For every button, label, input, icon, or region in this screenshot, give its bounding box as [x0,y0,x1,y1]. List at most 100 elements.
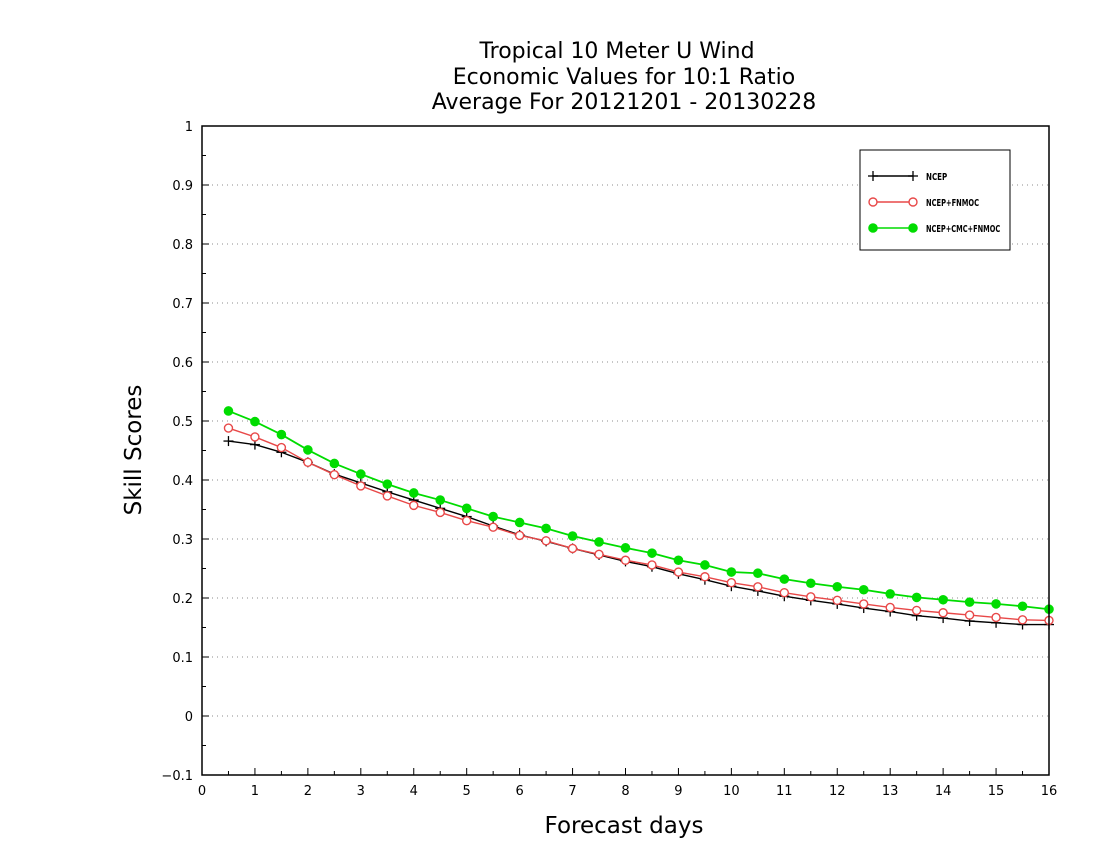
y-tick-label: 0.9 [172,179,193,194]
data-point [356,481,366,491]
data-point [885,602,895,613]
data-point [753,582,763,592]
legend: NCEP NCEP+FNMOC NCEP+CMC+FNMOC [859,149,1011,251]
legend-marker [868,197,878,207]
data-point [753,568,763,579]
x-tick-label: 6 [515,784,523,799]
data-point [858,584,869,595]
data-point [435,495,446,505]
data-point [779,587,790,598]
data-point [329,469,340,480]
data-point [938,608,948,618]
x-tick-label: 15 [988,784,1005,799]
legend-items: NCEP NCEP+FNMOC NCEP+CMC+FNMOC [868,171,1000,235]
data-point [700,572,710,582]
data-point [567,531,578,541]
x-tick-label: 7 [568,784,576,799]
data-point [991,612,1001,623]
plot-frame [201,125,1050,776]
data-point [594,549,604,560]
data-point [408,488,419,498]
x-tick-label: 14 [935,784,952,799]
y-tick-label: 0.1 [172,651,193,666]
x-tick-label: 11 [776,784,793,799]
legend-item: NCEP+CMC+FNMOC [868,223,1000,235]
data-point [1017,601,1028,612]
data-point [461,503,472,514]
y-tick-label: −0.1 [161,769,193,784]
y-tick-label: 0.5 [172,415,193,430]
data-point [329,458,340,469]
data-point [911,592,922,603]
legend-marker [908,197,918,207]
data-point [805,578,816,589]
data-point [806,592,816,602]
x-tick-label: 9 [674,784,682,799]
data-point [726,567,737,577]
x-tick-label: 1 [251,784,259,799]
x-tick-label: 10 [723,784,740,799]
data-point [435,507,445,518]
data-point [409,500,419,511]
x-axis-label: Forecast days [545,813,704,839]
data-point [567,543,578,554]
series-ncep-cmc-fnmoc [223,406,1054,615]
data-point [303,457,313,467]
x-tick-label: 2 [304,784,312,799]
y-axis-ticks: −0.1 0 0.1 0.2 0.3 0.4 0.5 0.6 0.7 0.8 0.9 1 [161,120,209,784]
legend-marker [908,223,918,233]
data-point [382,491,392,501]
legend-marker [908,171,918,181]
data-point [964,610,975,620]
data-point [382,479,393,489]
legend-marker [868,223,878,233]
y-tick-label: 0.4 [172,474,193,489]
y-axis-label: Skill Scores [121,385,147,516]
legend-label: NCEP+CMC+FNMOC [926,224,1000,235]
data-point [250,432,260,442]
data-point [620,543,631,553]
x-tick-label: 16 [1041,784,1058,799]
x-tick-label: 0 [198,784,206,799]
data-point [1017,615,1028,625]
legend-box [859,149,1011,251]
chart-title-line-2: Economic Values for 10:1 Ratio [453,65,795,90]
y-tick-label: 0 [185,710,193,725]
chart-title-line-3: Average For 20121201 - 20130228 [432,90,817,115]
data-point [991,599,1001,609]
data-point [303,445,313,455]
data-point [276,442,287,453]
data-point [488,522,498,532]
legend-item: NCEP [868,171,948,183]
data-point [514,530,525,541]
data-point [594,537,604,547]
legend-label: NCEP+FNMOC [926,198,979,209]
x-tick-label: 4 [410,784,418,799]
data-point [673,555,684,566]
x-tick-label: 12 [829,784,846,799]
data-point [885,589,895,599]
data-point [726,577,737,588]
y-tick-label: 0.8 [172,238,193,253]
data-point [223,423,234,433]
data-point [911,605,922,616]
legend-item: NCEP+FNMOC [868,197,979,209]
data-point [647,560,657,570]
data-point [488,511,498,522]
legend-label: NCEP [926,172,948,183]
data-point [673,567,684,577]
data-point [859,599,869,609]
data-point [832,595,842,606]
y-tick-label: 0.7 [172,297,193,312]
data-point [223,436,234,447]
legend-marker [868,171,878,181]
x-tick-label: 5 [463,784,471,799]
x-tick-label: 13 [882,784,899,799]
data-point [779,574,790,584]
y-tick-label: 0.3 [172,533,193,548]
data-point [356,469,366,479]
x-tick-label: 3 [357,784,365,799]
data-point [647,548,657,558]
